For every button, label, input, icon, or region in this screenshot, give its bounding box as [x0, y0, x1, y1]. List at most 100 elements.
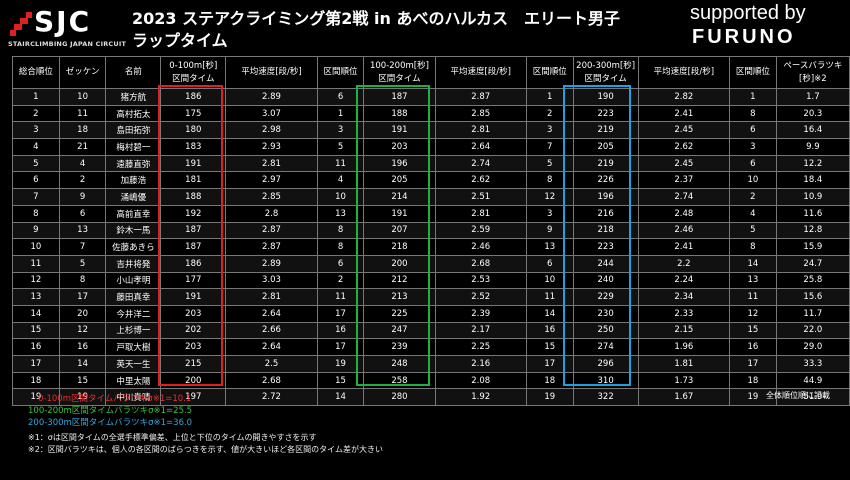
table-cell: 11 [58, 104, 107, 123]
variance-legend: 0-100m区間タイムバラツキσ※1=10.1 100-200m区間タイムバラツ… [28, 393, 192, 429]
table-cell: 5 [316, 138, 365, 156]
logo-subtitle: STAIRCLIMBING JAPAN CIRCUIT [8, 40, 127, 48]
sjc-logo: SJC STAIRCLIMBING JAPAN CIRCUIT [6, 6, 126, 52]
table-cell: 186 [160, 88, 227, 106]
table-cell: 英天一生 [105, 355, 162, 373]
table-cell: 205 [572, 138, 639, 156]
table-cell: 7 [12, 188, 60, 206]
table-cell: 涌嶋優 [105, 188, 162, 206]
table-cell: 15 [729, 321, 777, 340]
table-cell: 11 [729, 288, 777, 306]
table-cell: 14 [525, 304, 574, 323]
column-header-text: 区間順位 [735, 67, 770, 77]
table-cell: 15 [58, 371, 107, 390]
table-cell: 6 [12, 171, 60, 190]
table-cell: 2.53 [434, 271, 527, 290]
table-row: 19 19 中川貴晴 197 2.72 14 280 1.92 19 322 1.67 19 51.9 [12, 388, 850, 407]
table-cell: 225 [363, 304, 436, 323]
table-cell: 2.64 [225, 304, 318, 323]
table-cell: 2.64 [225, 338, 318, 356]
column-header-text: 区間順位 [532, 67, 567, 77]
column-header: 平均速度[段/秒] [225, 56, 318, 89]
column-header-text: 0-100m[秒] [169, 60, 218, 71]
table-cell: 1.92 [434, 388, 527, 407]
table-cell: 203 [160, 304, 227, 323]
column-header-text: [秒]※2 [799, 73, 827, 84]
table-cell: 244 [572, 254, 639, 273]
table-row: 3 18 島田拓弥 180 2.98 3 191 2.81 3 219 2.45 6 16.4 [12, 121, 850, 140]
table-cell: 6 [729, 154, 777, 173]
table-cell: 223 [572, 238, 639, 256]
table-cell: 16 [316, 321, 365, 340]
table-row: 8 6 高前直幸 192 2.8 13 191 2.81 3 216 2.48 4 11.6 [12, 204, 850, 223]
table-cell: 2.72 [225, 388, 318, 407]
table-cell: 2.87 [434, 88, 527, 106]
table-cell: 10 [12, 238, 60, 256]
table-cell: 310 [572, 371, 639, 390]
table-cell: 12 [525, 188, 574, 206]
table-cell: 2 [525, 104, 574, 123]
table-cell: 10 [316, 188, 365, 206]
table-cell: 12.2 [775, 154, 850, 173]
table-cell: 吉井将発 [105, 254, 162, 273]
lap-time-table: 総合順位 ゼッケン 名前 0-100m[秒] 区間タイム 平均速度[段/秒] 区間順位 100… [12, 56, 850, 407]
table-cell: 207 [363, 221, 436, 240]
table-cell: 2.17 [434, 321, 527, 340]
table-cell: 183 [160, 138, 227, 156]
title-line-2: ラップタイム [132, 31, 228, 50]
table-cell: 2.08 [434, 371, 527, 390]
table-cell: 218 [572, 221, 639, 240]
table-cell: 2.81 [434, 121, 527, 140]
table-cell: 島田拓弥 [105, 121, 162, 140]
table-cell: 14 [316, 388, 365, 407]
table-row: 18 15 中里太陽 200 2.68 15 258 2.08 18 310 1.73 18 44.9 [12, 371, 850, 390]
table-cell: 2.41 [637, 238, 731, 256]
column-header: ペースバラツキ [秒]※2 [775, 56, 850, 89]
table-cell: 11 [316, 288, 365, 306]
table-cell: 191 [160, 288, 227, 306]
table-cell: 258 [363, 371, 436, 390]
table-cell: 21 [58, 138, 107, 156]
table-cell: 216 [572, 204, 639, 223]
table-cell: 9 [58, 188, 107, 206]
table-cell: 17 [12, 355, 60, 373]
table-cell: 2.68 [225, 371, 318, 390]
table-cell: 2.16 [434, 355, 527, 373]
table-row: 1 10 猪方航 186 2.89 6 187 2.87 1 190 2.82 1 1.7 [12, 88, 850, 106]
table-cell: 9 [12, 221, 60, 240]
table-cell: 佐藤あきら [105, 238, 162, 256]
table-cell: 20 [58, 304, 107, 323]
table-cell: 19 [12, 388, 60, 407]
table-cell: 13 [12, 288, 60, 306]
column-header-text: 区間タイム [584, 73, 627, 84]
sponsor-logo: FURUNO [692, 26, 796, 48]
table-cell: 2.51 [434, 188, 527, 206]
legend-segment1: 0-100m区間タイムバラツキσ※1=10.1 [38, 394, 192, 404]
table-cell: 248 [363, 355, 436, 373]
table-cell: 15 [12, 321, 60, 340]
table-cell: 加藤浩 [105, 171, 162, 190]
table-cell: 2.39 [434, 304, 527, 323]
table-cell: 219 [572, 154, 639, 173]
table-cell: 2.45 [637, 154, 731, 173]
table-cell: 10 [58, 88, 107, 106]
column-header-text: 区間タイム [378, 73, 421, 84]
table-cell: 2.15 [637, 321, 731, 340]
table-cell: 8 [729, 104, 777, 123]
table-cell: 296 [572, 355, 639, 373]
table-cell: 6 [729, 121, 777, 140]
table-cell: 3 [729, 138, 777, 156]
table-cell: 187 [160, 221, 227, 240]
table-cell: 中里太陽 [105, 371, 162, 390]
column-header-text: ゼッケン [65, 67, 100, 77]
stair-logo-icon [10, 12, 32, 36]
table-cell: 上杉博一 [105, 321, 162, 340]
table-cell: 24.7 [775, 254, 850, 273]
table-cell: 212 [363, 271, 436, 290]
table-cell: 180 [160, 121, 227, 140]
table-cell: 18 [12, 371, 60, 390]
table-cell: 1.73 [637, 371, 731, 390]
table-row: 16 16 戸取大樹 203 2.64 17 239 2.25 15 274 1.96 16 29.0 [12, 338, 850, 356]
table-cell: 3.07 [225, 104, 318, 123]
table-cell: 17 [58, 288, 107, 306]
